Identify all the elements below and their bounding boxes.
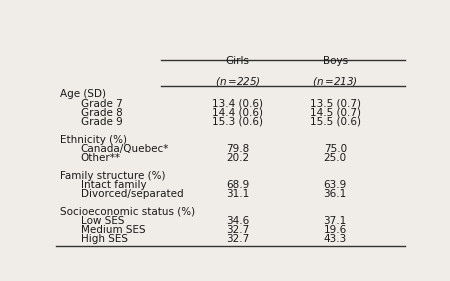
- Text: 14.4 (0.6): 14.4 (0.6): [212, 108, 263, 117]
- Text: 14.5 (0.7): 14.5 (0.7): [310, 108, 361, 117]
- Text: 43.3: 43.3: [324, 234, 347, 244]
- Text: 32.7: 32.7: [226, 234, 249, 244]
- Text: Girls: Girls: [225, 56, 250, 66]
- Text: 25.0: 25.0: [324, 153, 347, 163]
- Text: 63.9: 63.9: [324, 180, 347, 190]
- Text: 34.6: 34.6: [226, 216, 249, 226]
- Text: Canada/Quebec*: Canada/Quebec*: [81, 144, 169, 154]
- Text: 37.1: 37.1: [324, 216, 347, 226]
- Text: 20.2: 20.2: [226, 153, 249, 163]
- Text: Medium SES: Medium SES: [81, 225, 145, 235]
- Text: Age (SD): Age (SD): [60, 89, 106, 99]
- Text: 31.1: 31.1: [226, 189, 249, 199]
- Text: Boys: Boys: [323, 56, 348, 66]
- Text: Intact family: Intact family: [81, 180, 146, 190]
- Text: 13.4 (0.6): 13.4 (0.6): [212, 99, 263, 108]
- Text: 15.3 (0.6): 15.3 (0.6): [212, 117, 263, 127]
- Text: 79.8: 79.8: [226, 144, 249, 154]
- Text: Family structure (%): Family structure (%): [60, 171, 165, 181]
- Text: High SES: High SES: [81, 234, 128, 244]
- Text: ($n\,$=213): ($n\,$=213): [312, 75, 358, 88]
- Text: 19.6: 19.6: [324, 225, 347, 235]
- Text: Ethnicity (%): Ethnicity (%): [60, 135, 127, 145]
- Text: 13.5 (0.7): 13.5 (0.7): [310, 99, 361, 108]
- Text: 15.5 (0.6): 15.5 (0.6): [310, 117, 361, 127]
- Text: 32.7: 32.7: [226, 225, 249, 235]
- Text: Grade 8: Grade 8: [81, 108, 122, 117]
- Text: Divorced/separated: Divorced/separated: [81, 189, 183, 199]
- Text: Grade 9: Grade 9: [81, 117, 122, 127]
- Text: ($n\,$=225): ($n\,$=225): [215, 75, 261, 88]
- Text: 75.0: 75.0: [324, 144, 347, 154]
- Text: Low SES: Low SES: [81, 216, 124, 226]
- Text: 68.9: 68.9: [226, 180, 249, 190]
- Text: Other**: Other**: [81, 153, 121, 163]
- Text: Socioeconomic status (%): Socioeconomic status (%): [60, 207, 195, 217]
- Text: Grade 7: Grade 7: [81, 99, 122, 108]
- Text: 36.1: 36.1: [324, 189, 347, 199]
